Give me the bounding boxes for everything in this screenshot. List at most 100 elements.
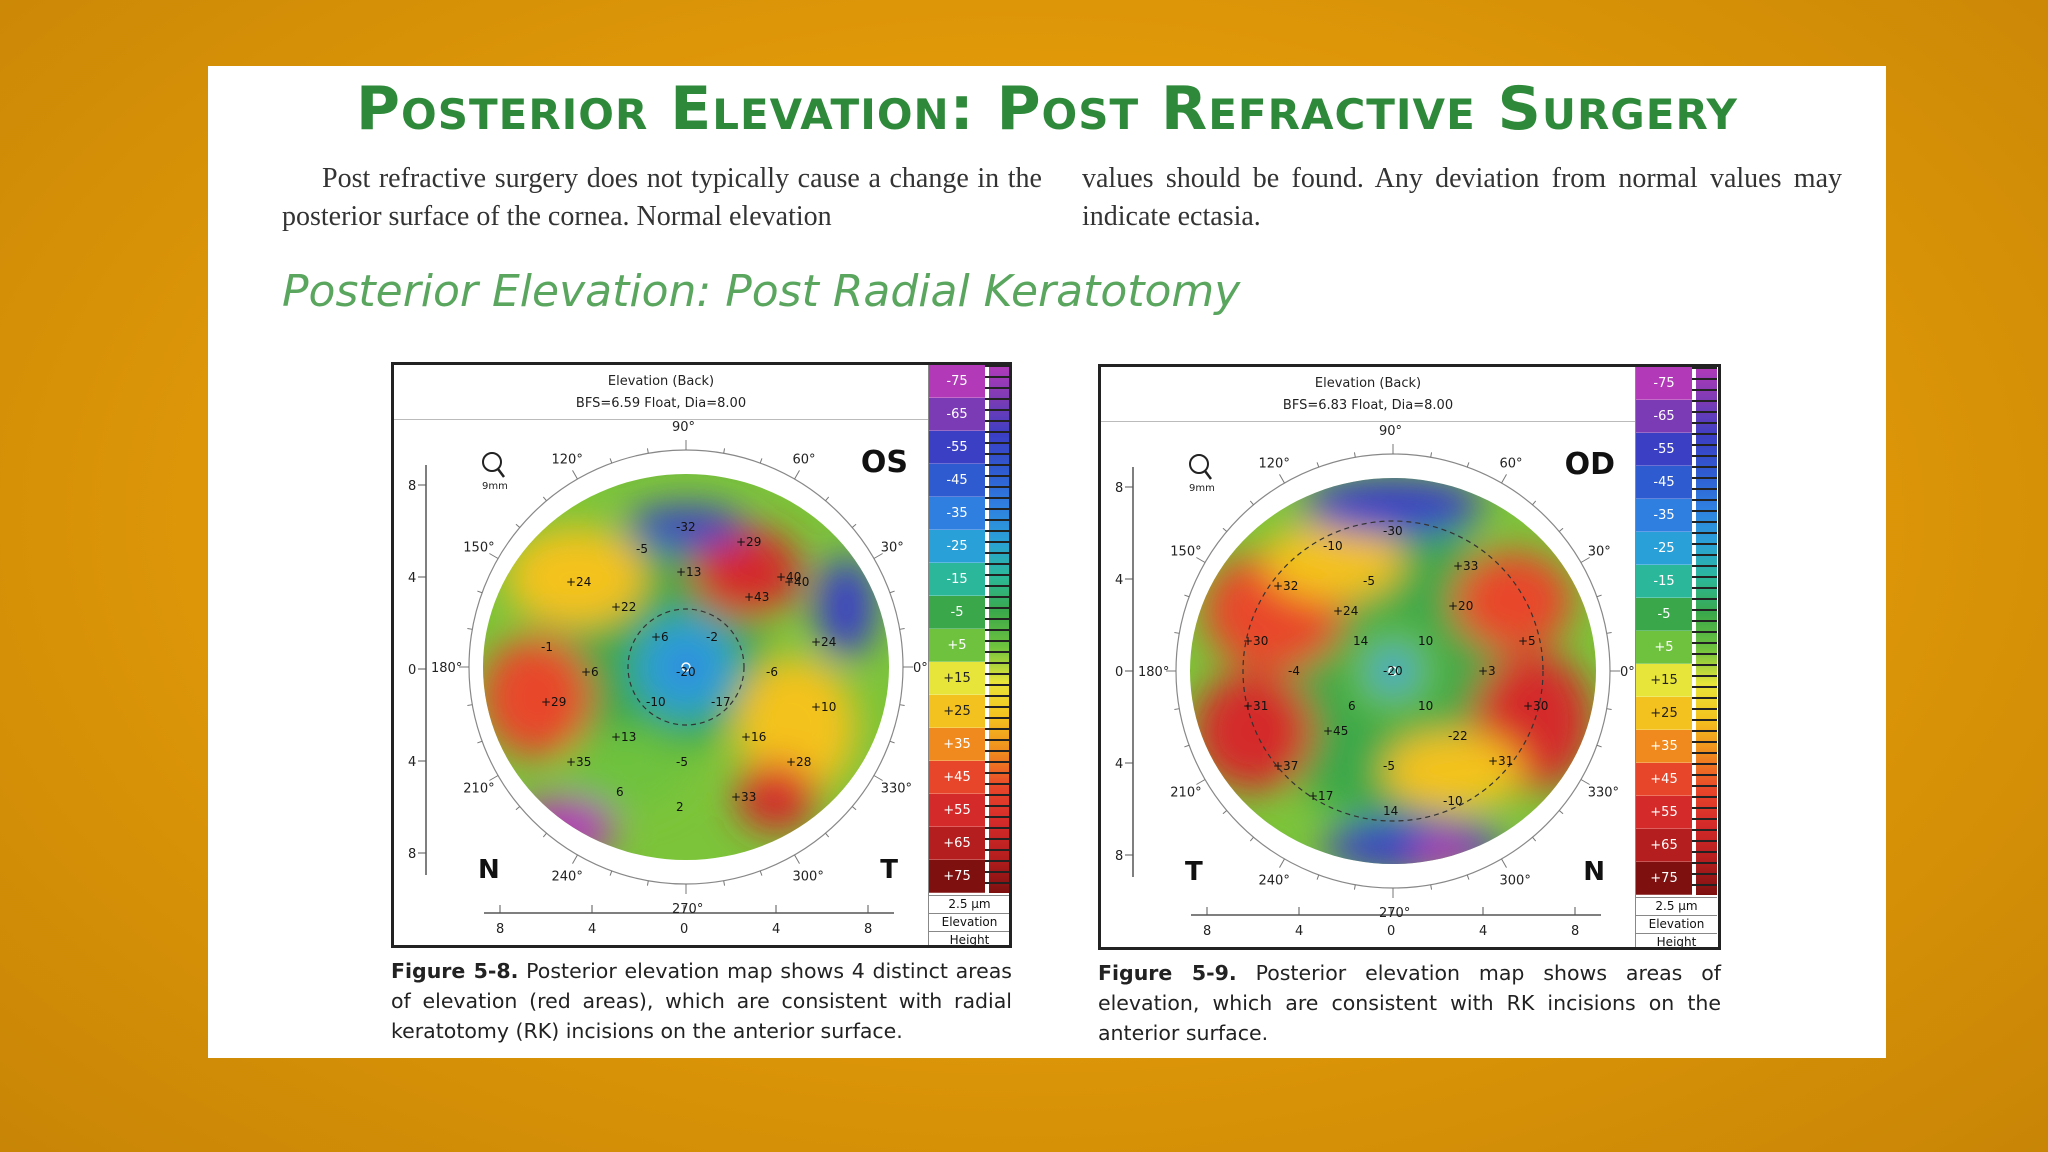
degree-label: 150° — [463, 541, 494, 556]
x-tick-label: 4 — [588, 922, 596, 937]
elevation-map-graphic: 8 4 0 4 8 8 4 0 4 8 90° 120° 60° 150° 30° 180° 0° 210° 330… — [408, 420, 928, 937]
elevation-heatmap — [483, 474, 889, 860]
elevation-value: +6 — [581, 665, 599, 679]
map-area: Elevation (Back) BFS=6.83 Float, Dia=8.0… — [1101, 367, 1635, 947]
zoom-label: 9mm — [1189, 483, 1215, 494]
degree-label: 0° — [1620, 665, 1635, 680]
color-scale: -75 -65 -55 -45 -35 -25 -15 -5 +5 +15 +25 +35 +45 +55… — [1635, 367, 1717, 947]
x-tick-label: 8 — [1571, 924, 1579, 939]
elevation-value: 2 — [676, 800, 684, 814]
caption-number: Figure 5-9. — [1098, 961, 1237, 985]
scale-swatch: +35 — [1636, 730, 1692, 763]
elevation-value: +35 — [566, 755, 591, 769]
degree-label: 270° — [672, 902, 703, 917]
degree-label: 210° — [1170, 786, 1201, 801]
degree-label: 240° — [1259, 874, 1290, 889]
y-tick-label: 8 — [1115, 481, 1123, 496]
corner-label-right: N — [1583, 857, 1605, 887]
scale-footer-unit: 2.5 µm — [1636, 897, 1717, 915]
scale-swatch: -75 — [1636, 367, 1692, 400]
elevation-value: +45 — [1323, 724, 1348, 738]
scale-swatch: -45 — [929, 464, 985, 497]
elevation-map-os: Elevation (Back) BFS=6.59 Float, Dia=8.0… — [391, 362, 1012, 948]
elevation-value: +30 — [1243, 634, 1268, 648]
elevation-value: +13 — [676, 565, 701, 579]
caption-number: Figure 5-8. — [391, 959, 519, 983]
elevation-value: -4 — [1288, 664, 1300, 678]
degree-label: 60° — [793, 452, 816, 467]
x-tick-label: 8 — [864, 922, 872, 937]
scale-swatch: -45 — [1636, 466, 1692, 499]
scale-swatch: -65 — [929, 398, 985, 431]
degree-label: 330° — [881, 782, 912, 797]
elevation-value: +5 — [1518, 634, 1536, 648]
degree-label: 210° — [463, 782, 494, 797]
y-tick-label: 4 — [408, 755, 416, 770]
scale-footer: 2.5 µm Elevation Height — [1636, 897, 1717, 947]
elevation-value: +31 — [1488, 754, 1513, 768]
x-axis: 8 4 0 4 8 — [484, 905, 894, 937]
elevation-value: -20 — [676, 665, 696, 679]
elevation-value: 10 — [1418, 634, 1433, 648]
elevation-value: -22 — [1448, 729, 1468, 743]
scale-swatch: -25 — [1636, 532, 1692, 565]
slide-page: Posterior Elevation: Post Refractive Sur… — [208, 66, 1886, 1058]
intro-column-2: values should be found. Any deviation fr… — [1082, 163, 1842, 232]
scale-footer: 2.5 µm Elevation Height — [929, 895, 1009, 945]
elevation-value: +22 — [611, 600, 636, 614]
map-header: Elevation (Back) BFS=6.59 Float, Dia=8.0… — [394, 371, 928, 415]
elevation-value: -10 — [1323, 539, 1343, 553]
elevation-value: +13 — [611, 730, 636, 744]
degree-label: 90° — [672, 420, 695, 435]
elevation-value: 14 — [1353, 634, 1368, 648]
elevation-value: -5 — [636, 542, 648, 556]
x-tick-label: 8 — [1203, 924, 1211, 939]
y-tick-label: 8 — [408, 479, 416, 494]
scale-footer-foot1: Elevation — [1636, 915, 1717, 933]
intro-column-1: Post refractive surgery does not typical… — [282, 163, 1042, 232]
degree-label: 30° — [881, 541, 904, 556]
corner-label-right: T — [880, 855, 898, 885]
scale-swatch: -15 — [1636, 565, 1692, 598]
elevation-value: -17 — [711, 695, 731, 709]
header-divider — [394, 419, 928, 420]
elevation-value: +31 — [1243, 699, 1268, 713]
x-tick-label: 8 — [496, 922, 504, 937]
elevation-value: +24 — [1333, 604, 1358, 618]
elevation-value: +24 — [811, 635, 836, 649]
degree-label: 60° — [1500, 456, 1523, 471]
degree-label: 300° — [793, 870, 824, 885]
zoom-icon[interactable]: 9mm — [482, 452, 508, 492]
scale-swatch: +55 — [929, 794, 985, 827]
degree-label: 120° — [552, 452, 583, 467]
scale-swatch: +25 — [1636, 697, 1692, 730]
elevation-value: +29 — [736, 535, 761, 549]
scale-swatch: -35 — [929, 497, 985, 530]
zoom-label: 9mm — [482, 481, 508, 492]
intro-text: Post refractive surgery does not typical… — [282, 160, 1842, 236]
section-subtitle: Posterior Elevation: Post Radial Keratot… — [282, 266, 1241, 317]
scale-swatch: +65 — [929, 827, 985, 860]
x-axis: 8 4 0 4 8 — [1191, 907, 1601, 939]
y-tick-label: 4 — [1115, 757, 1123, 772]
elevation-value: +40 — [784, 575, 809, 589]
caption-text: Posterior elevation map shows areas of e… — [1098, 961, 1721, 1045]
elevation-value: +10 — [811, 700, 836, 714]
elevation-value: -2 — [706, 630, 718, 644]
elevation-value: -1 — [541, 640, 553, 654]
elevation-value: +24 — [566, 575, 591, 589]
elevation-value: +30 — [1523, 699, 1548, 713]
zoom-icon[interactable]: 9mm — [1189, 454, 1215, 494]
scale-ticks — [985, 365, 1009, 893]
zone-circle — [627, 608, 745, 726]
corner-label-left: T — [1185, 857, 1203, 887]
elevation-value: 14 — [1383, 804, 1398, 818]
y-tick-label: 8 — [408, 847, 416, 862]
figure-caption: Figure 5-9. Posterior elevation map show… — [1098, 958, 1721, 1048]
elevation-value: -32 — [676, 520, 696, 534]
scale-swatch: -15 — [929, 563, 985, 596]
elevation-value: +3 — [1478, 664, 1496, 678]
corner-label-left: N — [478, 855, 500, 885]
y-tick-label: 8 — [1115, 849, 1123, 864]
elevation-value: -5 — [1363, 574, 1375, 588]
